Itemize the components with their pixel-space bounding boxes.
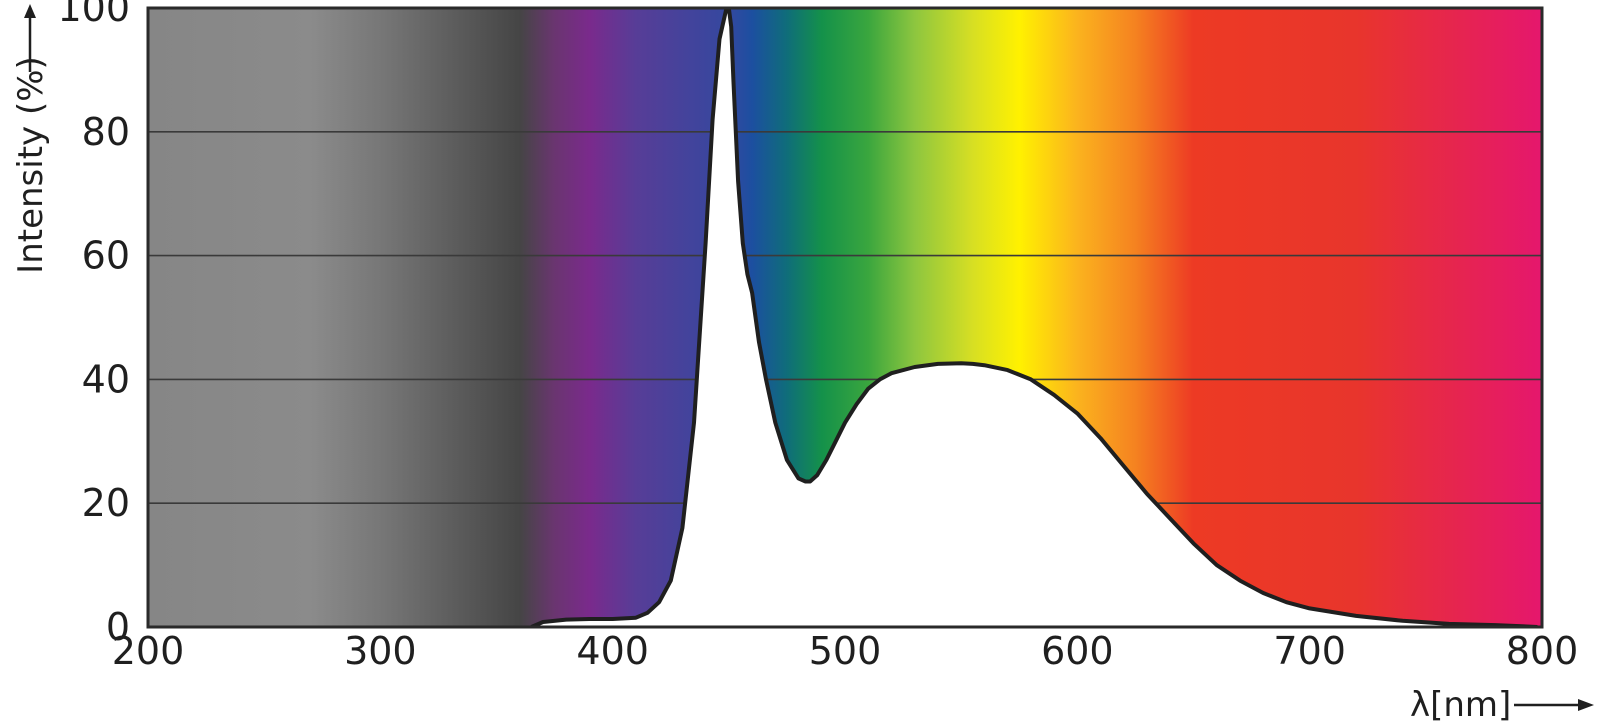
y-tick-label: 40 [82, 357, 130, 401]
x-axis-title: λ[nm] [1410, 685, 1511, 724]
spectrum-curve-fill-overlay [531, 8, 1538, 627]
x-tick-label: 200 [112, 629, 185, 673]
y-tick-label: 20 [82, 481, 130, 525]
y-axis-title: Intensity (%) [11, 56, 51, 274]
y-tick-label: 100 [57, 0, 130, 30]
y-tick-labels: 0 20 40 60 80 100 [57, 0, 130, 649]
x-tick-labels: 200 300 400 500 600 700 800 [112, 629, 1579, 673]
x-tick-label: 700 [1273, 629, 1346, 673]
x-tick-label: 300 [344, 629, 417, 673]
spectrum-curve-line [530, 8, 1538, 627]
y-tick-label: 80 [82, 110, 130, 154]
y-axis-arrow [24, 4, 36, 72]
x-tick-label: 600 [1041, 629, 1114, 673]
y-tick-label: 60 [82, 234, 130, 278]
x-tick-label: 500 [809, 629, 882, 673]
x-tick-label: 800 [1506, 629, 1579, 673]
x-axis-arrow [1514, 699, 1594, 711]
y-tick-label: 0 [106, 605, 130, 649]
plot-frame [146, 6, 1544, 629]
x-tick-label: 400 [576, 629, 649, 673]
